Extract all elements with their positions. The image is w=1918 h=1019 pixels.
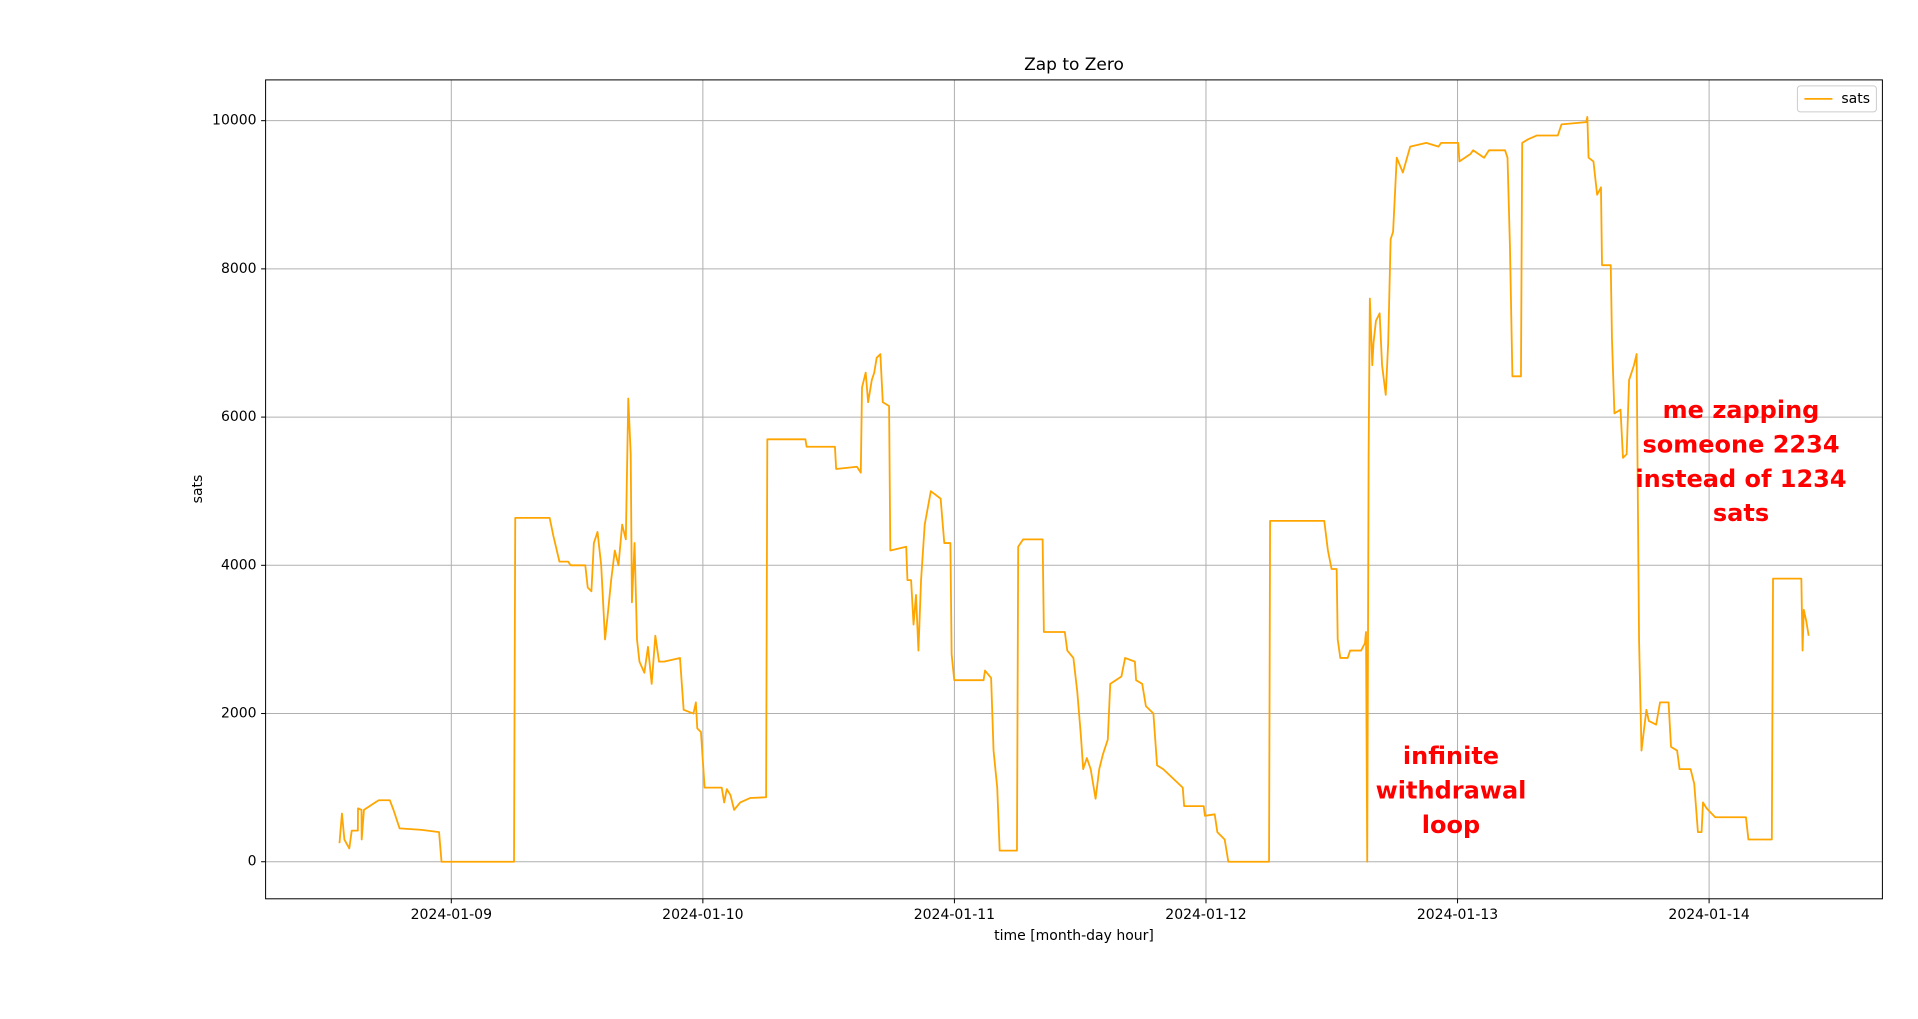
- y-axis-label: sats: [190, 475, 206, 504]
- annotation: me zapping: [1663, 396, 1820, 424]
- y-tick-label: 6000: [221, 409, 257, 425]
- x-tick-label: 2024-01-10: [662, 907, 743, 923]
- legend-label: sats: [1841, 91, 1870, 107]
- x-tick-label: 2024-01-14: [1668, 907, 1749, 923]
- x-tick-label: 2024-01-11: [914, 907, 995, 923]
- y-tick-label: 8000: [221, 261, 257, 277]
- annotation: infinite: [1403, 742, 1499, 770]
- x-tick-label: 2024-01-09: [411, 907, 492, 923]
- x-tick-label: 2024-01-13: [1417, 907, 1498, 923]
- y-tick-label: 10000: [212, 113, 257, 129]
- annotation: loop: [1422, 811, 1480, 839]
- annotation: instead of 1234: [1635, 465, 1846, 493]
- annotation: withdrawal: [1376, 776, 1527, 804]
- chart-title: Zap to Zero: [1024, 55, 1124, 75]
- y-tick-label: 0: [248, 854, 257, 870]
- y-tick-label: 2000: [221, 706, 257, 722]
- annotation: someone 2234: [1642, 430, 1839, 458]
- data-line: [338, 116, 1810, 863]
- legend-box: [1796, 85, 1877, 113]
- axes-frame: [265, 79, 1883, 900]
- x-tick-label: 2024-01-12: [1165, 907, 1246, 923]
- x-axis-label: time [month-day hour]: [994, 928, 1154, 944]
- annotation: sats: [1713, 499, 1769, 527]
- y-tick-label: 4000: [221, 557, 257, 573]
